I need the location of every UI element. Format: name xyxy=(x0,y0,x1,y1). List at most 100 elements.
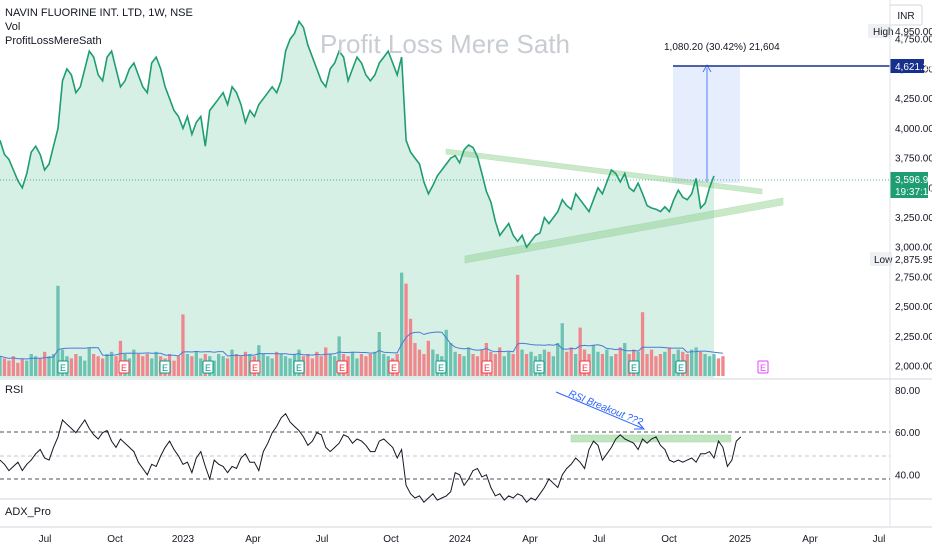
rsi-pane[interactable]: RSI RSI Breakout ??? 80.00 60.00 40.00 xyxy=(0,384,920,503)
upper-trendline-channel[interactable] xyxy=(445,148,763,195)
earnings-marker[interactable] xyxy=(675,360,687,374)
indicator-legend-label[interactable]: ProfitLossMereSath xyxy=(5,35,102,47)
volume-bar xyxy=(431,349,435,376)
earnings-marker[interactable] xyxy=(159,360,171,374)
volume-bar xyxy=(266,356,270,376)
volume-bar xyxy=(328,354,332,376)
price-axis-tick: 2,750.00 xyxy=(895,273,932,284)
price-axis[interactable]: 4,750.004,500.004,250.004,000.003,750.00… xyxy=(895,35,932,373)
volume-bar xyxy=(141,356,145,376)
volume-bar xyxy=(38,358,42,376)
volume-bar xyxy=(217,354,221,376)
volume-bar xyxy=(43,351,47,376)
target-price-value: 4,621.25 xyxy=(895,62,932,73)
earnings-marker[interactable] xyxy=(202,360,214,374)
volume-bar xyxy=(565,351,569,376)
volume-bar xyxy=(136,354,140,376)
earnings-marker[interactable] xyxy=(249,360,261,374)
volume-bar xyxy=(359,354,364,376)
lower-trendline-channel[interactable] xyxy=(464,197,784,264)
volume-bar xyxy=(417,349,422,376)
volume-bar xyxy=(618,347,622,376)
price-line[interactable] xyxy=(0,19,715,249)
rsi-breakout-zone[interactable] xyxy=(570,434,732,443)
rsi-axis-tick: 80.00 xyxy=(895,386,920,397)
earnings-marker[interactable] xyxy=(533,360,545,374)
price-axis-tick: 3,250.00 xyxy=(895,213,932,224)
volume-bar xyxy=(698,351,703,376)
target-price-tag[interactable] xyxy=(890,59,924,73)
rsi-line[interactable] xyxy=(0,412,742,503)
volume-bar xyxy=(654,356,658,376)
time-axis-tick: Jul xyxy=(873,534,886,545)
volume-bar xyxy=(0,356,2,376)
volume-bar xyxy=(243,351,248,376)
volume-bar xyxy=(114,356,118,376)
volume-bar xyxy=(34,356,38,376)
volume-bar xyxy=(640,312,645,376)
volume-bar xyxy=(11,356,15,376)
volume-bar xyxy=(520,349,524,376)
volume-bar xyxy=(239,356,243,376)
volume-bar xyxy=(529,351,533,376)
earnings-marker[interactable] xyxy=(628,360,640,374)
earnings-marker[interactable] xyxy=(57,360,69,374)
earnings-marker[interactable] xyxy=(757,360,769,374)
volume-bar xyxy=(400,272,404,376)
price-axis-tick: 2,000.00 xyxy=(895,362,932,373)
volume-bar xyxy=(261,354,265,376)
price-range-measure-box[interactable] xyxy=(673,66,740,183)
volume-legend-label[interactable]: Vol xyxy=(5,21,20,33)
price-axis-tick: 4,000.00 xyxy=(895,124,932,135)
volume-bar xyxy=(466,347,471,376)
volume-bar xyxy=(101,358,105,376)
volume-bar xyxy=(685,354,689,376)
volume-bar xyxy=(310,358,314,376)
volume-bar xyxy=(502,356,506,376)
high-tag-bg xyxy=(868,24,892,38)
time-axis[interactable]: Jul Oct 2023 Apr Jul Oct 2024 Apr Jul Oct 2025 Apr J… xyxy=(39,534,886,545)
volume-bar xyxy=(453,351,457,376)
rsi-annotation-arrowhead xyxy=(634,421,646,430)
rsi-axis-tick: 40.00 xyxy=(895,470,920,481)
volume-bar xyxy=(275,351,279,376)
earnings-marker-label: E xyxy=(760,363,766,373)
low-tag-bg xyxy=(870,252,892,266)
symbol-title[interactable]: NAVIN FLUORINE INT. LTD, 1W, NSE xyxy=(5,7,193,19)
earnings-marker[interactable] xyxy=(388,360,400,374)
earnings-marker[interactable] xyxy=(336,360,348,374)
volume-bar xyxy=(408,318,413,376)
volume-bar xyxy=(109,351,114,376)
rsi-legend-label[interactable]: RSI xyxy=(5,384,23,396)
price-axis-tick: 4,250.00 xyxy=(895,94,932,105)
earnings-marker-label: E xyxy=(631,363,637,373)
adx-legend-label[interactable]: ADX_Pro xyxy=(5,506,51,518)
earnings-marker[interactable] xyxy=(435,360,447,374)
volume-bar xyxy=(484,343,488,376)
earnings-marker-label: E xyxy=(296,363,302,373)
volume-bar xyxy=(25,360,29,376)
rsi-breakout-annotation[interactable]: RSI Breakout ??? xyxy=(567,389,645,429)
volume-bar xyxy=(20,358,24,376)
price-pane[interactable]: E E E E E E E E E E E E E E E 1,080.20 (30.42%) 21,604 xyxy=(0,19,890,379)
earnings-marker[interactable] xyxy=(293,360,305,374)
volume-bar xyxy=(462,356,466,376)
earnings-marker-label: E xyxy=(438,363,444,373)
volume-bar xyxy=(703,354,707,376)
rsi-axis[interactable]: 80.00 60.00 40.00 xyxy=(895,386,920,481)
earnings-marker[interactable] xyxy=(118,360,130,374)
rsi-axis-tick: 60.00 xyxy=(895,428,920,439)
volume-bar xyxy=(92,354,96,376)
earnings-marker-label: E xyxy=(391,363,397,373)
last-price-tag[interactable] xyxy=(890,172,928,198)
volume-bar xyxy=(83,360,87,376)
volume-bar xyxy=(337,336,341,376)
earnings-marker[interactable] xyxy=(481,360,493,374)
volume-bar xyxy=(150,358,154,376)
volume-moving-average xyxy=(0,331,723,360)
volume-bar xyxy=(377,332,381,376)
earnings-marker[interactable] xyxy=(579,360,591,374)
volume-bar xyxy=(29,354,33,376)
